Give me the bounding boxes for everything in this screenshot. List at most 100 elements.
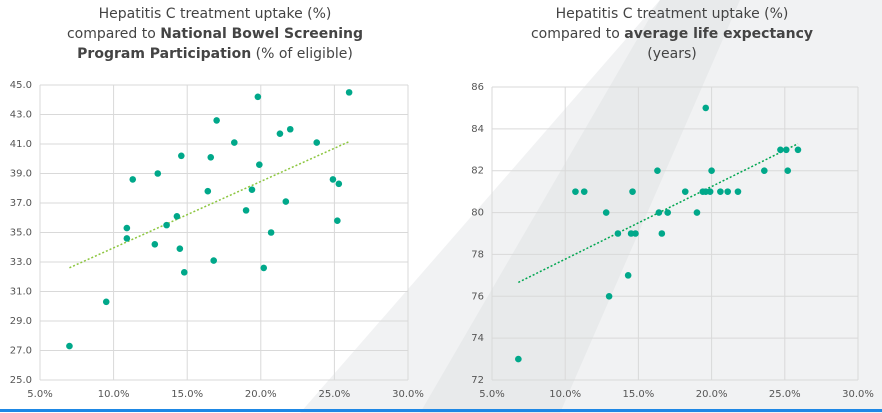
chart-title: Hepatitis C treatment uptake (%) [99, 6, 332, 22]
point [154, 170, 162, 177]
y-tick-label: 84 [471, 124, 484, 135]
chart-title: Hepatitis C treatment uptake (%) [556, 6, 789, 22]
background-shape [420, 0, 740, 413]
point [256, 161, 263, 168]
point [681, 188, 689, 195]
chart-title: Program Participation (% of eligible) [77, 46, 353, 62]
y-tick-label: 76 [471, 291, 484, 302]
point [176, 245, 184, 253]
point [66, 342, 73, 350]
point [286, 125, 294, 133]
point [794, 146, 802, 154]
point [210, 257, 217, 264]
title-part: Program Participation [77, 46, 251, 62]
point [777, 146, 784, 154]
chart-title: (years) [647, 46, 696, 62]
point [260, 264, 268, 272]
point [706, 188, 714, 195]
y-tick-label: 37.0 [10, 198, 32, 209]
point [123, 235, 131, 242]
point [276, 130, 284, 137]
y-tick-label: 33.0 [10, 257, 32, 268]
point [515, 355, 522, 363]
x-tick-label: 25.0% [319, 389, 351, 400]
y-tick-label: 78 [471, 249, 484, 260]
x-tick-label: 30.0% [392, 389, 424, 400]
x-tick-label: 20.0% [245, 389, 277, 400]
point [282, 198, 290, 205]
chart-title: compared to average life expectancy [531, 26, 813, 42]
point [207, 153, 215, 161]
point [782, 146, 790, 154]
point [602, 209, 610, 216]
point [784, 167, 792, 175]
point [632, 230, 639, 237]
point [572, 188, 579, 195]
point [624, 272, 632, 279]
y-tick-label: 86 [471, 82, 484, 93]
bottom-rule [0, 409, 882, 412]
point [129, 176, 137, 183]
y-tick-label: 80 [471, 208, 484, 219]
point [658, 230, 666, 237]
y-tick-label: 25.0 [10, 375, 32, 386]
x-tick-label: 5.0% [27, 389, 52, 400]
title-part: Hepatitis C treatment uptake (%) [556, 6, 789, 22]
point [708, 167, 715, 175]
point [655, 209, 663, 216]
y-tick-label: 31.0 [10, 287, 32, 298]
point [248, 186, 256, 194]
point [605, 292, 613, 300]
y-tick-label: 43.0 [10, 110, 32, 121]
point [313, 139, 321, 146]
y-tick-label: 72 [471, 375, 484, 386]
point [213, 117, 220, 124]
point [254, 93, 262, 101]
x-tick-label: 25.0% [769, 389, 801, 400]
point [761, 167, 768, 175]
point [267, 229, 275, 236]
point [204, 187, 212, 195]
trendline [69, 140, 350, 269]
x-tick-label: 10.0% [98, 389, 130, 400]
point [580, 188, 588, 195]
point [734, 188, 742, 195]
point [102, 298, 110, 306]
y-tick-label: 74 [471, 333, 484, 344]
point [178, 152, 185, 160]
y-tick-label: 29.0 [10, 316, 32, 327]
point [702, 104, 710, 112]
point [664, 209, 671, 216]
x-tick-label: 5.0% [479, 389, 504, 400]
point [345, 89, 353, 96]
y-tick-label: 45.0 [10, 80, 32, 91]
point [163, 221, 170, 229]
point [231, 139, 238, 146]
x-tick-label: 30.0% [842, 389, 874, 400]
point [123, 224, 131, 232]
x-tick-label: 20.0% [696, 389, 728, 400]
title-part: (years) [647, 46, 696, 62]
title-part: compared to [67, 26, 160, 42]
y-tick-label: 82 [471, 166, 484, 177]
title-part: Hepatitis C treatment uptake (%) [99, 6, 332, 22]
x-tick-label: 15.0% [171, 389, 203, 400]
point [173, 212, 181, 220]
point [242, 207, 250, 214]
title-part: (% of eligible) [251, 46, 353, 62]
title-part: compared to [531, 26, 624, 42]
point [693, 209, 701, 216]
title-part: average life expectancy [624, 26, 813, 42]
point [629, 188, 636, 195]
point [717, 188, 724, 195]
point [335, 180, 343, 188]
point [614, 230, 622, 237]
point [654, 167, 661, 175]
x-tick-label: 15.0% [623, 389, 655, 400]
point [334, 217, 341, 224]
y-tick-label: 41.0 [10, 139, 32, 150]
point [724, 188, 732, 195]
point [151, 241, 159, 248]
x-tick-label: 10.0% [549, 389, 581, 400]
